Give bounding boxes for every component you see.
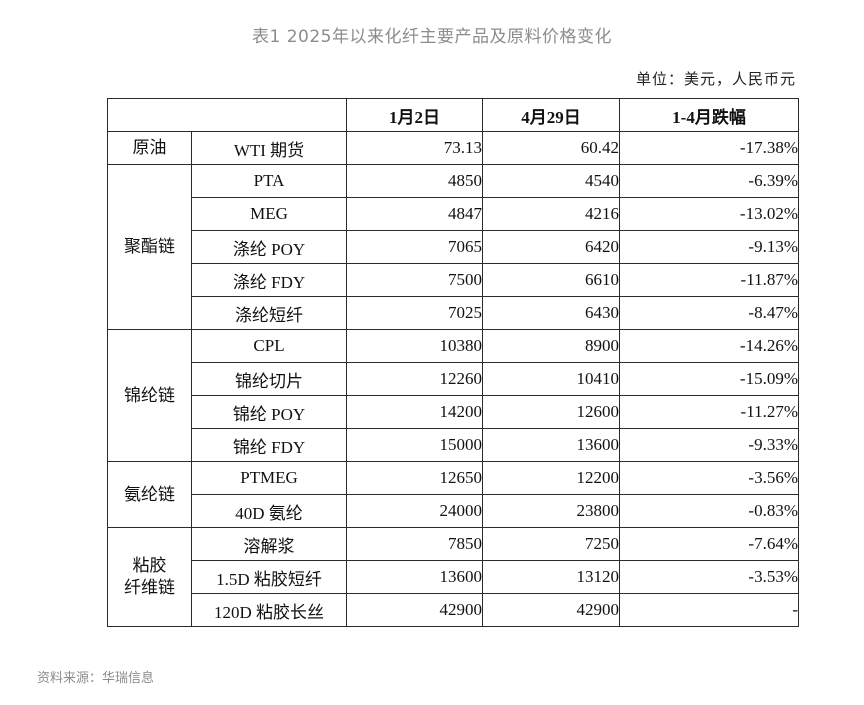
value-jan2: 12260 — [346, 362, 483, 396]
value-jan2: 10380 — [346, 329, 483, 363]
value-apr29: 23800 — [482, 494, 620, 528]
table-row: 40D 氨纶 24000 23800 -0.83% — [108, 494, 799, 528]
value-change: -9.33% — [619, 428, 799, 462]
product-cell: 锦纶 POY — [191, 395, 347, 429]
header-row: 1月2日 4月29日 1-4月跌幅 — [107, 98, 799, 132]
product-cell: PTA — [191, 164, 347, 198]
value-change: -7.64% — [619, 527, 799, 561]
table-title: 表1 2025年以来化纤主要产品及原料价格变化 — [252, 27, 612, 47]
value-change: -6.39% — [619, 164, 799, 198]
category-viscose-line2: 纤维链 — [124, 578, 175, 598]
product-cell: 涤纶 FDY — [191, 263, 347, 297]
product-cell: MEG — [191, 197, 347, 231]
value-change: -3.53% — [619, 560, 799, 594]
table-row: 粘胶 纤维链 溶解浆 7850 7250 -7.64% — [107, 527, 799, 627]
value-jan2: 7500 — [346, 263, 483, 297]
value-apr29: 12600 — [482, 395, 620, 429]
value-jan2: 42900 — [346, 593, 483, 627]
value-apr29: 7250 — [482, 527, 620, 561]
source-note: 资料来源：华瑞信息 — [37, 671, 155, 686]
value-jan2: 73.13 — [346, 131, 483, 165]
value-apr29: 6420 — [482, 230, 620, 264]
value-apr29: 12200 — [482, 461, 620, 495]
table-row: 120D 粘胶长丝 42900 42900 - — [108, 593, 799, 627]
value-apr29: 60.42 — [482, 131, 620, 165]
value-change: -0.83% — [619, 494, 799, 528]
product-cell: 涤纶短纤 — [191, 296, 347, 330]
table-row: 涤纶短纤 7025 6430 -8.47% — [108, 296, 799, 330]
value-jan2: 15000 — [346, 428, 483, 462]
value-apr29: 13120 — [482, 560, 620, 594]
value-jan2: 7850 — [346, 527, 483, 561]
value-jan2: 13600 — [346, 560, 483, 594]
value-change: -11.87% — [619, 263, 799, 297]
product-cell: 1.5D 粘胶短纤 — [191, 560, 347, 594]
table-row: 氨纶链 PTMEG 12650 12200 -3.56% — [107, 461, 799, 528]
category-spandex: 氨纶链 — [107, 461, 192, 528]
product-cell: CPL — [191, 329, 347, 363]
product-cell: 40D 氨纶 — [191, 494, 347, 528]
header-col1: 1月2日 — [346, 98, 483, 132]
category-viscose: 粘胶 纤维链 — [107, 527, 192, 627]
category-viscose-line1: 粘胶 — [132, 556, 167, 576]
value-change: -3.56% — [619, 461, 799, 495]
product-cell: PTMEG — [191, 461, 347, 495]
table-row: 锦纶切片 12260 10410 -15.09% — [108, 362, 799, 396]
category-crude: 原油 — [107, 131, 192, 165]
product-cell: 溶解浆 — [191, 527, 347, 561]
value-change: - — [619, 593, 799, 627]
value-apr29: 4540 — [482, 164, 620, 198]
table-row: MEG 4847 4216 -13.02% — [108, 197, 799, 231]
table-row: 原油 WTI 期货 73.13 60.42 -17.38% — [107, 131, 799, 165]
value-change: -13.02% — [619, 197, 799, 231]
value-apr29: 4216 — [482, 197, 620, 231]
value-change: -11.27% — [619, 395, 799, 429]
value-jan2: 14200 — [346, 395, 483, 429]
value-change: -15.09% — [619, 362, 799, 396]
price-table: 1月2日 4月29日 1-4月跌幅 原油 WTI 期货 73.13 60.42 … — [107, 98, 799, 627]
header-col3: 1-4月跌幅 — [619, 98, 799, 132]
value-apr29: 10410 — [482, 362, 620, 396]
product-cell: 锦纶 FDY — [191, 428, 347, 462]
product-cell: WTI 期货 — [191, 131, 347, 165]
table-row: 1.5D 粘胶短纤 13600 13120 -3.53% — [108, 560, 799, 594]
product-cell: 涤纶 POY — [191, 230, 347, 264]
unit-note: 单位：美元，人民币元 — [635, 70, 796, 88]
value-jan2: 7065 — [346, 230, 483, 264]
header-blank — [107, 98, 347, 132]
value-apr29: 6430 — [482, 296, 620, 330]
category-nylon: 锦纶链 — [107, 329, 192, 462]
table-row: 锦纶 FDY 15000 13600 -9.33% — [108, 428, 799, 462]
value-jan2: 4850 — [346, 164, 483, 198]
value-apr29: 42900 — [482, 593, 620, 627]
value-change: -8.47% — [619, 296, 799, 330]
table-row: 锦纶链 CPL 10380 8900 -14.26% — [107, 329, 799, 462]
value-apr29: 13600 — [482, 428, 620, 462]
category-polyester: 聚酯链 — [107, 164, 192, 330]
value-jan2: 7025 — [346, 296, 483, 330]
value-change: -9.13% — [619, 230, 799, 264]
product-cell: 锦纶切片 — [191, 362, 347, 396]
value-jan2: 12650 — [346, 461, 483, 495]
value-jan2: 4847 — [346, 197, 483, 231]
table-row: 涤纶 POY 7065 6420 -9.13% — [108, 230, 799, 264]
value-jan2: 24000 — [346, 494, 483, 528]
table-row: 涤纶 FDY 7500 6610 -11.87% — [108, 263, 799, 297]
product-cell: 120D 粘胶长丝 — [191, 593, 347, 627]
value-apr29: 8900 — [482, 329, 620, 363]
value-change: -14.26% — [619, 329, 799, 363]
value-apr29: 6610 — [482, 263, 620, 297]
header-col2: 4月29日 — [482, 98, 620, 132]
table-row: 聚酯链 PTA 4850 4540 -6.39% — [107, 164, 799, 330]
value-change: -17.38% — [619, 131, 799, 165]
table-row: 锦纶 POY 14200 12600 -11.27% — [108, 395, 799, 429]
